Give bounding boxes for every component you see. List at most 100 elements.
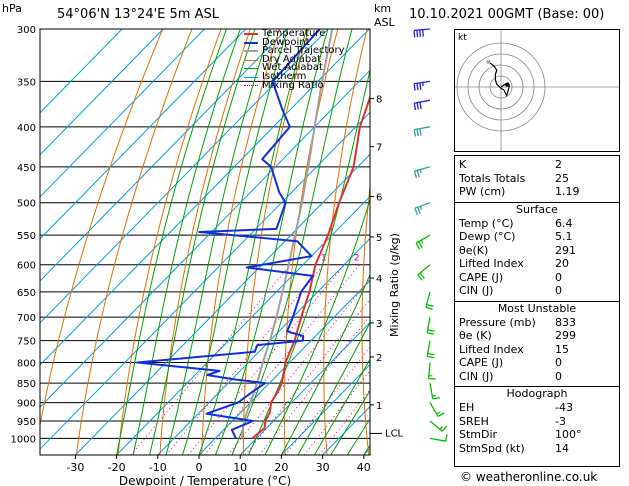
stat-row: PW (cm) 1.19 — [459, 185, 580, 198]
wind-barb — [429, 420, 448, 432]
pressure-tick-label: 800 — [17, 359, 36, 370]
wet-adiabat-line — [215, 29, 329, 455]
isotherm-line — [157, 237, 370, 455]
pressure-tick-label: 950 — [17, 417, 36, 428]
hpa-label: hPa — [2, 2, 22, 15]
stat-row: Dewp (°C) 5.1 — [459, 230, 573, 243]
mixing-ratio-line — [284, 346, 370, 455]
x-tick-label: 0 — [196, 461, 203, 474]
wind-barb — [426, 340, 435, 359]
km-tick-label: 4 — [376, 274, 382, 285]
dry-adiabat-line — [159, 29, 251, 455]
wet-adiabat-line — [297, 321, 370, 455]
temperature-curve — [251, 94, 370, 440]
wet-adiabat-line — [264, 197, 370, 455]
wind-barb — [429, 383, 440, 400]
dry-adiabat-line — [117, 29, 222, 455]
km-tick-label: 5 — [376, 233, 382, 244]
stat-row: StmSpd (kt) 14 — [459, 441, 569, 455]
mixing-ratio-line — [227, 278, 370, 455]
wind-barb — [414, 202, 431, 215]
isotherm-line — [40, 29, 247, 240]
pressure-tick-label: 300 — [17, 25, 36, 36]
km-tick-label: 2 — [376, 353, 382, 364]
stat-row: Pressure (mb) 833 — [459, 315, 576, 329]
isotherm-line — [40, 29, 123, 114]
wet-adiabat-line — [132, 29, 241, 455]
surface-section: Surface Temp (°C) 6.4 Dewp (°C) 5.1 θe(K) 2… — [455, 201, 619, 298]
x-tick-label: 20 — [274, 461, 288, 474]
mixing-ratio-label: 6 — [414, 254, 420, 264]
mixing-ratio-line — [165, 264, 325, 455]
location-title: 54°06'N 13°24'E 5m ASL — [57, 7, 219, 22]
pressure-tick-label: 400 — [17, 123, 36, 134]
mixing-ratio-label: 3 — [374, 254, 380, 264]
stat-row: Lifted Index 20 — [459, 257, 569, 270]
wind-barb — [413, 126, 431, 137]
dry-adiabat-line — [323, 29, 368, 455]
wind-barb — [425, 291, 434, 310]
wind-barb — [413, 28, 431, 38]
wet-adiabat-line — [247, 68, 370, 455]
hodograph-stats-section: Hodograph EH -43 SREH -3 StmDir 100° StmSpd… — [455, 386, 619, 455]
km-tick-label: 3 — [376, 319, 382, 330]
mixing-ratio-label: 1 — [321, 254, 327, 264]
km-tick-label: 7 — [376, 143, 382, 154]
stat-row: Lifted Index 15 — [459, 342, 569, 356]
legend-item-wet-adiabat: Wet Adiabat — [244, 63, 345, 73]
km-label: km — [374, 2, 392, 15]
wind-barb — [429, 402, 445, 418]
legend-item-mixing-ratio: Mixing Ratio — [244, 80, 345, 91]
x-tick-label: 10 — [233, 461, 247, 474]
isotherm-line — [198, 279, 370, 455]
wet-adiabat-line — [280, 273, 370, 455]
dry-adiabat-line — [361, 182, 370, 455]
pressure-tick-label: 450 — [17, 163, 36, 174]
stat-row: CIN (J) 0 — [459, 369, 562, 383]
asl-label: ASL — [374, 16, 395, 29]
footer-credit[interactable]: © weatheronline.co.uk — [460, 470, 598, 484]
pressure-tick-label: 550 — [17, 231, 36, 242]
wet-adiabat-line — [149, 29, 256, 455]
mixing-ratio-label: 2 — [354, 254, 360, 264]
stat-row: θe (K) 299 — [459, 329, 576, 342]
isotherm-line — [75, 153, 370, 455]
pressure-tick-label: 350 — [17, 77, 36, 88]
isotherm-line — [40, 111, 370, 450]
hodograph-chart: kt — [455, 30, 619, 151]
dry-adiabat-line — [40, 29, 164, 428]
y-axis-label-mixing-ratio: Mixing Ratio (g/kg) — [388, 233, 401, 337]
dry-adiabat-line — [75, 29, 193, 455]
wind-barb — [413, 99, 431, 111]
mixing-ratio-line — [130, 264, 291, 455]
most-unstable-section: Most Unstable Pressure (mb) 833 θe (K) 299… — [455, 300, 619, 384]
mixing-ratio-line — [203, 264, 361, 455]
pressure-tick-label: 600 — [17, 261, 36, 272]
stat-row: CAPE (J) 0 — [459, 270, 562, 284]
hodograph-unit-label: kt — [458, 33, 467, 43]
wind-barb — [413, 80, 431, 91]
isotherm-line — [40, 69, 370, 408]
mixing-ratio-line — [187, 264, 345, 455]
x-tick-label: -30 — [66, 461, 84, 474]
x-axis-label: Dewpoint / Temperature (°C) — [119, 474, 291, 486]
pressure-tick-label: 750 — [17, 337, 36, 348]
pressure-tick-label: 900 — [17, 399, 36, 410]
stat-row: Totals Totals 25 — [459, 171, 569, 185]
pressure-tick-label: 500 — [17, 199, 36, 210]
stat-row: θe(K) 291 — [459, 243, 576, 257]
x-tick-label: 40 — [357, 461, 371, 474]
mixing-ratio-label: 8 — [434, 254, 440, 264]
dewpoint-curve — [136, 29, 321, 439]
lcl-label: LCL — [385, 428, 404, 439]
stat-row: CIN (J) 0 — [459, 284, 562, 297]
parcel-trajectory-curve — [240, 29, 334, 439]
km-tick-label: 1 — [376, 401, 382, 412]
wet-adiabat-line — [182, 29, 289, 455]
stat-row: StmDir 100° — [459, 428, 582, 441]
stat-row: Temp (°C) 6.4 — [459, 216, 573, 230]
x-tick-label: 30 — [316, 461, 330, 474]
